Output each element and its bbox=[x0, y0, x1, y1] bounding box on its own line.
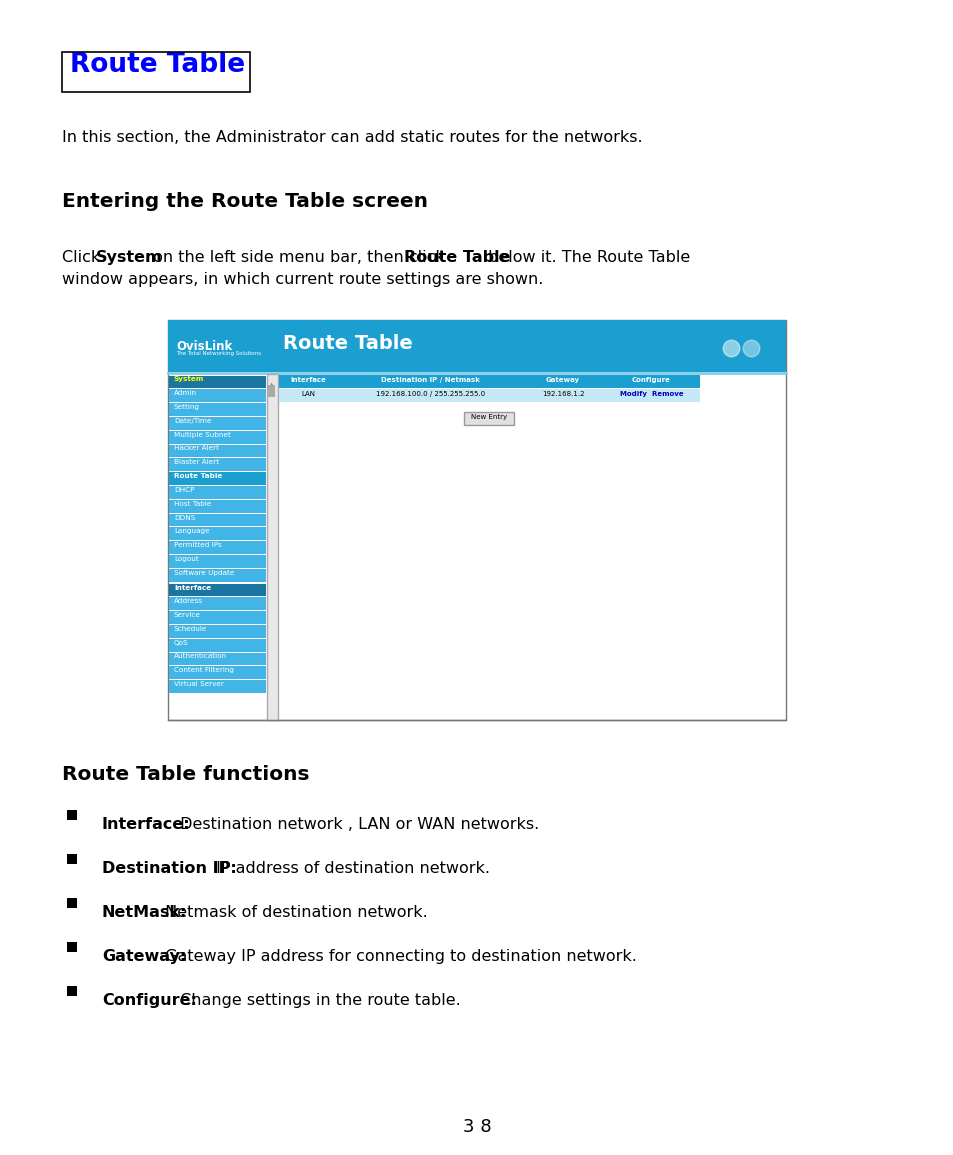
Text: Interface: Interface bbox=[173, 584, 211, 590]
Bar bbox=[278, 375, 700, 388]
Text: Configure:: Configure: bbox=[102, 993, 196, 1008]
Text: Gateway: Gateway bbox=[545, 377, 579, 383]
Bar bbox=[169, 541, 266, 554]
Text: In this section, the Administrator can add static routes for the networks.: In this section, the Administrator can a… bbox=[62, 131, 642, 146]
Bar bbox=[169, 403, 266, 416]
Bar bbox=[169, 375, 266, 388]
Text: LAN: LAN bbox=[301, 392, 314, 397]
Text: Schedule: Schedule bbox=[173, 626, 207, 632]
Bar bbox=[169, 554, 266, 568]
Text: Route Table: Route Table bbox=[403, 249, 510, 264]
Text: Date/Time: Date/Time bbox=[173, 418, 212, 424]
Bar bbox=[62, 52, 250, 92]
Text: Logout: Logout bbox=[173, 556, 198, 561]
Text: Gateway IP address for connecting to destination network.: Gateway IP address for connecting to des… bbox=[160, 949, 637, 964]
Text: Netmask of destination network.: Netmask of destination network. bbox=[160, 906, 428, 921]
Text: Route Table: Route Table bbox=[70, 52, 245, 79]
Bar bbox=[268, 385, 274, 397]
Text: 192.168.100.0 / 255.255.255.0: 192.168.100.0 / 255.255.255.0 bbox=[375, 392, 484, 397]
Bar bbox=[67, 897, 77, 908]
Bar bbox=[169, 472, 266, 485]
Text: System: System bbox=[173, 377, 204, 382]
Bar bbox=[169, 680, 266, 693]
Text: Click: Click bbox=[62, 249, 105, 264]
Text: Software Update: Software Update bbox=[173, 569, 234, 575]
Bar bbox=[169, 486, 266, 499]
Text: Route Table: Route Table bbox=[283, 334, 413, 353]
Bar bbox=[168, 320, 785, 720]
Text: New Entry: New Entry bbox=[471, 413, 507, 420]
Text: DDNS: DDNS bbox=[173, 514, 195, 521]
Bar bbox=[169, 653, 266, 665]
Bar bbox=[67, 810, 77, 820]
Bar bbox=[169, 568, 266, 581]
Bar bbox=[169, 666, 266, 679]
Text: Modify  Remove: Modify Remove bbox=[619, 392, 682, 397]
Text: Multiple Subnet: Multiple Subnet bbox=[173, 432, 231, 438]
Text: window appears, in which current route settings are shown.: window appears, in which current route s… bbox=[62, 271, 543, 286]
Text: Blaster Alert: Blaster Alert bbox=[173, 460, 219, 465]
Text: Destination network , LAN or WAN networks.: Destination network , LAN or WAN network… bbox=[174, 817, 538, 832]
Bar bbox=[67, 854, 77, 864]
Bar bbox=[169, 459, 266, 471]
Bar bbox=[169, 583, 266, 596]
Text: Destination IP / Netmask: Destination IP / Netmask bbox=[380, 377, 479, 383]
Bar bbox=[169, 500, 266, 513]
Text: IP address of destination network.: IP address of destination network. bbox=[212, 860, 490, 875]
Text: Change settings in the route table.: Change settings in the route table. bbox=[174, 993, 460, 1008]
Text: NetMask:: NetMask: bbox=[102, 906, 187, 921]
Bar bbox=[169, 611, 266, 624]
Text: ▲: ▲ bbox=[269, 382, 274, 388]
Text: Route Table: Route Table bbox=[173, 474, 222, 479]
Bar bbox=[169, 639, 266, 651]
Text: Permitted IPs: Permitted IPs bbox=[173, 542, 221, 549]
Text: Interface:: Interface: bbox=[102, 817, 191, 832]
Bar bbox=[169, 514, 266, 527]
Bar bbox=[169, 597, 266, 610]
Text: Language: Language bbox=[173, 528, 210, 535]
Text: Content Filtering: Content Filtering bbox=[173, 668, 233, 673]
Bar bbox=[168, 320, 785, 372]
Bar bbox=[169, 389, 266, 402]
Text: 192.168.1.2: 192.168.1.2 bbox=[541, 392, 583, 397]
Text: Setting: Setting bbox=[173, 404, 200, 410]
Text: Authentication: Authentication bbox=[173, 654, 227, 660]
Bar bbox=[169, 625, 266, 638]
Text: Host Table: Host Table bbox=[173, 501, 212, 507]
Bar bbox=[267, 374, 277, 720]
Text: Interface: Interface bbox=[290, 377, 326, 383]
Text: QoS: QoS bbox=[173, 640, 189, 646]
Bar bbox=[169, 445, 266, 457]
Text: below it. The Route Table: below it. The Route Table bbox=[482, 249, 690, 264]
Text: System: System bbox=[96, 249, 162, 264]
Text: Service: Service bbox=[173, 612, 201, 618]
Bar bbox=[169, 417, 266, 430]
Text: on the left side menu bar, then click: on the left side menu bar, then click bbox=[148, 249, 450, 264]
Bar bbox=[67, 942, 77, 952]
Bar bbox=[67, 986, 77, 996]
Text: Virtual Server: Virtual Server bbox=[173, 681, 224, 687]
Bar bbox=[463, 412, 514, 425]
Bar bbox=[169, 431, 266, 444]
Text: The Total Networking Solutions: The Total Networking Solutions bbox=[175, 351, 261, 356]
Text: Route Table functions: Route Table functions bbox=[62, 765, 309, 784]
Text: Configure: Configure bbox=[632, 377, 670, 383]
Text: Hacker Alert: Hacker Alert bbox=[173, 446, 219, 452]
Text: DHCP: DHCP bbox=[173, 487, 194, 493]
Text: 3 8: 3 8 bbox=[462, 1118, 491, 1137]
Text: Destination IP:: Destination IP: bbox=[102, 860, 236, 875]
Bar bbox=[278, 389, 700, 402]
Text: Admin: Admin bbox=[173, 390, 196, 396]
Text: Address: Address bbox=[173, 598, 203, 604]
Bar bbox=[169, 528, 266, 541]
Text: Entering the Route Table screen: Entering the Route Table screen bbox=[62, 192, 428, 211]
Text: OvisLink: OvisLink bbox=[175, 340, 232, 353]
Text: Gateway:: Gateway: bbox=[102, 949, 186, 964]
